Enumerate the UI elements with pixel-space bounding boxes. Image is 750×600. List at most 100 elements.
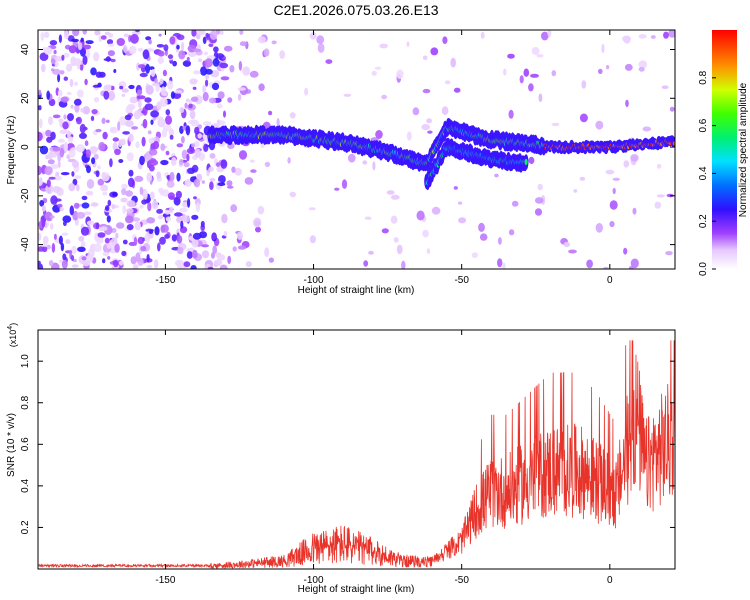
noise-blob [110,237,118,246]
noise-blob [64,141,68,152]
noise-blob [586,259,593,269]
noise-blob [121,183,128,190]
noise-blob [622,35,631,43]
noise-blob [426,248,431,255]
noise-blob [215,252,222,258]
noise-blob [126,152,134,162]
noise-blob [107,50,115,57]
noise-blob [213,46,219,53]
noise-blob [50,195,58,205]
snr-x-label: Height of straight line (km) [298,584,415,595]
noise-blob [568,249,577,254]
noise-blob [147,130,152,135]
noise-blob [201,244,210,248]
noise-blob [104,237,110,244]
noise-blob [135,30,140,33]
noise-blob [145,36,152,41]
noise-blob [216,103,223,109]
noise-blob [116,222,125,229]
noise-blob [308,207,316,211]
noise-blob [42,235,49,245]
spectrogram-marks [38,30,675,269]
noise-blob [113,259,119,268]
noise-blob [139,155,145,166]
noise-blob [202,91,209,102]
noise-blob [164,234,170,239]
noise-blob [184,102,188,109]
noise-blob [191,143,196,148]
noise-blob [165,109,171,116]
noise-blob [178,50,186,60]
noise-blob [84,78,88,86]
noise-blob [151,200,159,210]
ridge-core [672,141,675,146]
noise-blob [62,121,69,130]
noise-blob [192,48,202,52]
noise-blob [121,250,127,257]
noise-blob [208,97,217,104]
noise-blob [76,211,86,219]
noise-blob [268,257,274,263]
noise-blob [63,30,69,40]
noise-blob [112,191,118,197]
noise-blob [86,165,91,174]
noise-blob [598,68,603,74]
noise-blob [239,41,247,47]
noise-blob [39,52,49,61]
noise-blob [52,186,61,193]
noise-blob [48,116,53,126]
noise-blob [70,255,75,261]
noise-blob [49,215,55,219]
noise-blob [139,186,144,195]
noise-blob [68,183,76,192]
noise-blob [101,172,106,179]
noise-blob [167,54,174,59]
noise-blob [50,164,59,169]
noise-blob [86,191,92,195]
noise-blob [139,205,144,209]
noise-blob [105,56,111,62]
noise-blob [57,73,61,83]
noise-blob [46,244,51,250]
noise-blob [76,144,85,153]
noise-blob [237,87,246,91]
noise-blob [38,165,42,176]
snr-series-line [38,340,675,569]
noise-blob [215,53,225,59]
noise-blob [86,179,95,189]
noise-blob [257,36,266,44]
noise-blob [54,56,63,62]
noise-blob [38,131,43,142]
noise-blob [83,211,92,216]
noise-blob [167,80,174,90]
noise-blob [50,58,56,65]
noise-blob [159,78,164,85]
noise-blob [158,33,162,37]
noise-blob [654,201,662,209]
noise-blob [45,184,54,195]
noise-blob [138,64,146,69]
noise-blob [141,199,148,205]
noise-blob [48,176,56,180]
noise-blob [106,119,110,124]
noise-blob [148,39,152,45]
noise-blob [669,106,675,112]
noise-blob [117,121,121,132]
noise-blob [601,43,605,54]
noise-blob [61,54,65,61]
noise-blob [131,217,141,222]
noise-blob [161,129,167,138]
spectrogram-y-tick-label: 0 [20,144,31,150]
noise-blob [129,96,139,104]
noise-blob [528,156,535,164]
snr-y-scale-label: (x104) [7,323,18,347]
noise-blob [193,70,201,75]
noise-blob [536,54,544,58]
noise-blob [625,99,629,108]
noise-blob [406,41,410,47]
noise-blob [82,30,87,35]
spectrogram-y-tick-label: 20 [20,92,31,104]
noise-blob [146,264,153,269]
noise-blob [162,91,168,97]
noise-blob [201,250,210,259]
